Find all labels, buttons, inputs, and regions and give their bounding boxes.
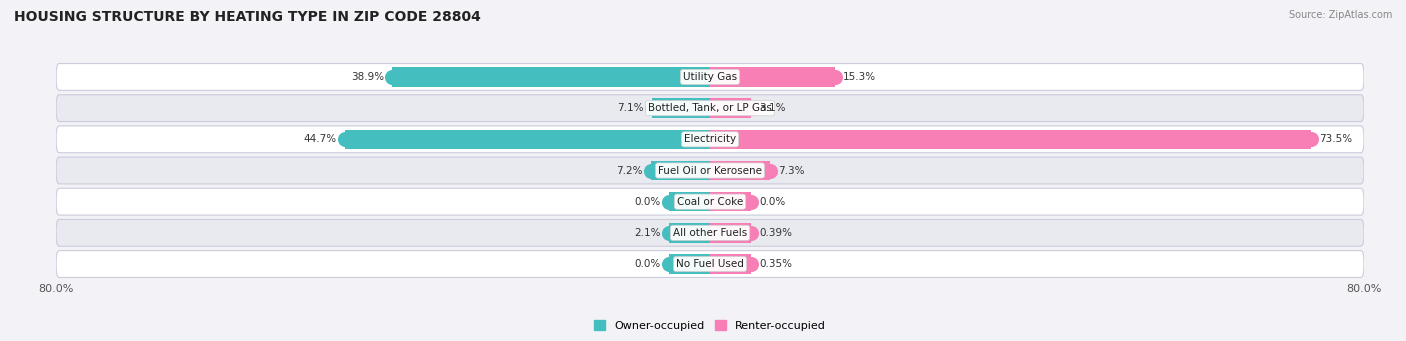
FancyBboxPatch shape [56,251,1364,278]
Text: No Fuel Used: No Fuel Used [676,259,744,269]
Text: 0.35%: 0.35% [759,259,792,269]
FancyBboxPatch shape [56,188,1364,215]
Bar [344,130,710,149]
Text: 0.0%: 0.0% [634,197,661,207]
Text: 7.1%: 7.1% [617,103,644,113]
Text: 0.0%: 0.0% [759,197,786,207]
Text: Utility Gas: Utility Gas [683,72,737,82]
Bar [710,254,751,274]
Text: 15.3%: 15.3% [844,72,876,82]
Text: Bottled, Tank, or LP Gas: Bottled, Tank, or LP Gas [648,103,772,113]
Bar [710,161,769,180]
FancyBboxPatch shape [56,95,1364,121]
Bar [710,99,751,118]
Text: Source: ZipAtlas.com: Source: ZipAtlas.com [1288,10,1392,20]
Bar [669,223,710,242]
Bar [669,254,710,274]
Bar [710,67,835,87]
Bar [710,130,1310,149]
Text: 0.39%: 0.39% [759,228,792,238]
Bar [710,192,751,211]
Text: 7.2%: 7.2% [616,165,643,176]
Text: 3.1%: 3.1% [759,103,786,113]
Bar [651,161,710,180]
FancyBboxPatch shape [56,63,1364,90]
Text: 2.1%: 2.1% [634,228,661,238]
Bar [710,223,751,242]
Text: Coal or Coke: Coal or Coke [676,197,744,207]
Legend: Owner-occupied, Renter-occupied: Owner-occupied, Renter-occupied [589,316,831,335]
Text: Fuel Oil or Kerosene: Fuel Oil or Kerosene [658,165,762,176]
Text: 0.0%: 0.0% [634,259,661,269]
FancyBboxPatch shape [56,126,1364,153]
Text: HOUSING STRUCTURE BY HEATING TYPE IN ZIP CODE 28804: HOUSING STRUCTURE BY HEATING TYPE IN ZIP… [14,10,481,24]
Bar [669,192,710,211]
FancyBboxPatch shape [56,157,1364,184]
Text: 38.9%: 38.9% [352,72,384,82]
Text: 44.7%: 44.7% [304,134,336,144]
Text: 7.3%: 7.3% [778,165,804,176]
FancyBboxPatch shape [56,220,1364,246]
Text: Electricity: Electricity [683,134,737,144]
Bar [392,67,710,87]
Bar [652,99,710,118]
Text: All other Fuels: All other Fuels [673,228,747,238]
Text: 73.5%: 73.5% [1319,134,1353,144]
